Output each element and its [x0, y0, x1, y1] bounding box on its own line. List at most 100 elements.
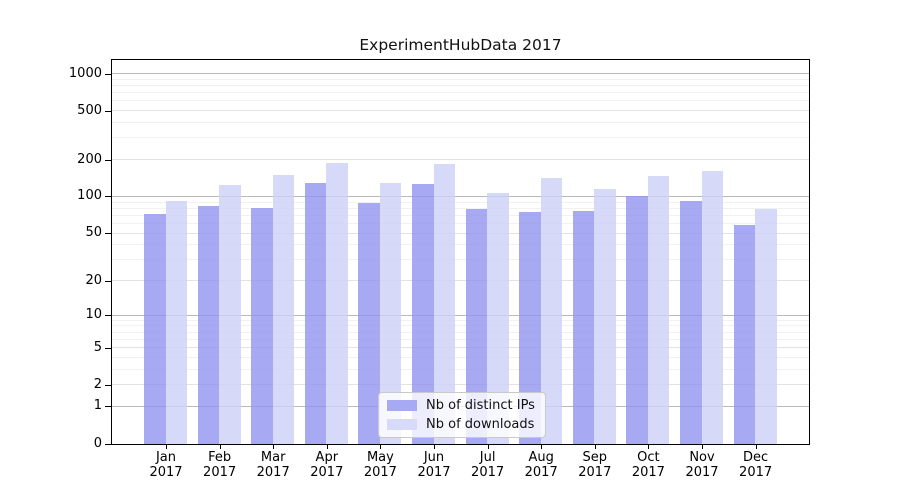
x-tick-label-jun: Jun 2017 [402, 450, 466, 480]
x-tick-label-sep: Sep 2017 [563, 450, 627, 480]
gridline-y-600 [112, 100, 809, 102]
gridline-y-50 [112, 232, 809, 234]
legend-label-downloads: Nb of downloads [426, 417, 535, 432]
bar-downloads-jul [487, 193, 509, 444]
x-tick-label-aug: Aug 2017 [509, 450, 573, 480]
gridline-y-2 [112, 384, 809, 386]
x-label-year: 2017 [256, 464, 290, 480]
y-tick-5 [105, 347, 111, 349]
bar-downloads-nov [701, 171, 723, 444]
y-tick-1 [105, 406, 111, 408]
x-tick-mar [273, 445, 275, 449]
x-label-year: 2017 [149, 464, 183, 480]
legend-swatch-distinct-ips [387, 400, 417, 411]
x-tick-label-apr: Apr 2017 [295, 450, 359, 480]
x-label-month: Mar [260, 450, 286, 465]
x-tick-label-feb: Feb 2017 [188, 450, 252, 480]
y-tick-label-100: 100 [77, 188, 102, 204]
bar-downloads-aug [540, 178, 563, 444]
bar-downloads-mar [272, 174, 295, 444]
y-tick-label-50: 50 [85, 225, 102, 240]
gridline-y-300 [112, 137, 809, 139]
y-tick-label-10: 10 [85, 307, 102, 323]
bar-downloads-jun [433, 163, 455, 444]
x-tick-label-nov: Nov 2017 [670, 450, 734, 480]
legend-row-downloads: Nb of downloads [387, 417, 535, 432]
bar-distinct-ips-feb [197, 206, 220, 444]
gridline-y-20 [112, 280, 809, 281]
y-tick-label-500: 500 [77, 102, 102, 118]
y-tick-20 [105, 280, 111, 282]
gridline-y-30 [112, 259, 809, 261]
x-label-month: Jul [479, 450, 496, 465]
bar-downloads-oct [647, 176, 670, 444]
bar-downloads-may [379, 183, 402, 444]
x-label-year: 2017 [524, 464, 558, 480]
y-tick-200 [105, 159, 111, 161]
x-label-month: Jun [423, 450, 445, 465]
x-label-year: 2017 [417, 464, 451, 480]
y-tick-label-5: 5 [93, 339, 102, 355]
x-tick-jun [434, 445, 435, 449]
gridline-y-80 [112, 207, 809, 209]
bar-distinct-ips-dec [733, 224, 756, 444]
x-label-month: Apr [315, 450, 339, 465]
x-label-year: 2017 [685, 464, 719, 480]
legend: Nb of distinct IPs Nb of downloads [378, 392, 546, 438]
y-tick-100 [105, 196, 111, 198]
bar-downloads-apr [326, 162, 348, 444]
x-label-month: Oct [637, 450, 660, 465]
x-label-month: Aug [528, 450, 554, 465]
gridline-y-8 [112, 325, 809, 327]
gridline-y-200 [112, 159, 809, 160]
gridline-y-100 [112, 195, 809, 197]
legend-swatch-downloads [387, 419, 417, 430]
x-tick-label-jul: Jul 2017 [456, 450, 520, 480]
gridline-y-800 [112, 85, 809, 86]
x-tick-jul [487, 445, 489, 449]
x-tick-label-dec: Dec 2017 [724, 450, 788, 480]
bar-distinct-ips-aug [519, 212, 541, 444]
x-tick-feb [219, 445, 221, 449]
gridline-y-9 [112, 319, 809, 321]
x-tick-nov [702, 445, 703, 449]
y-tick-1000 [105, 73, 111, 75]
x-label-month: Jan [155, 450, 177, 465]
x-label-year: 2017 [471, 464, 505, 480]
x-label-month: Nov [689, 450, 715, 465]
bar-distinct-ips-jul [465, 208, 488, 444]
gridline-y-90 [112, 201, 809, 203]
plot-area [111, 59, 810, 445]
x-label-year: 2017 [310, 464, 344, 480]
x-tick-label-oct: Oct 2017 [616, 450, 680, 480]
y-tick-label-2: 2 [93, 376, 102, 392]
legend-row-ips: Nb of distinct IPs [387, 398, 535, 413]
legend-label-distinct-ips: Nb of distinct IPs [426, 398, 535, 413]
bar-distinct-ips-mar [251, 208, 273, 444]
gridline-y-400 [112, 122, 809, 123]
bar-distinct-ips-jun [412, 183, 434, 444]
x-tick-apr [326, 445, 328, 449]
bar-distinct-ips-oct [626, 195, 648, 444]
y-tick-500 [105, 110, 111, 112]
gridline-y-40 [112, 244, 809, 246]
x-tick-dec [755, 445, 757, 449]
x-tick-aug [541, 445, 543, 449]
y-tick-label-1: 1 [93, 398, 102, 414]
bar-downloads-dec [755, 209, 777, 444]
y-tick-0 [105, 443, 111, 445]
chart-title: ExperimentHubData 2017 [359, 36, 562, 54]
x-label-year: 2017 [363, 464, 397, 480]
x-tick-label-mar: Mar 2017 [241, 450, 305, 480]
gridline-y-70 [112, 214, 809, 216]
gridline-y-60 [112, 222, 809, 224]
x-label-year: 2017 [739, 464, 773, 480]
bar-downloads-jan [165, 201, 187, 444]
x-tick-oct [648, 445, 650, 449]
gridline-y-3 [112, 368, 809, 370]
gridline-y-10 [112, 314, 809, 316]
x-tick-sep [594, 445, 596, 449]
gridline-y-700 [112, 92, 809, 94]
bar-distinct-ips-nov [680, 201, 702, 444]
